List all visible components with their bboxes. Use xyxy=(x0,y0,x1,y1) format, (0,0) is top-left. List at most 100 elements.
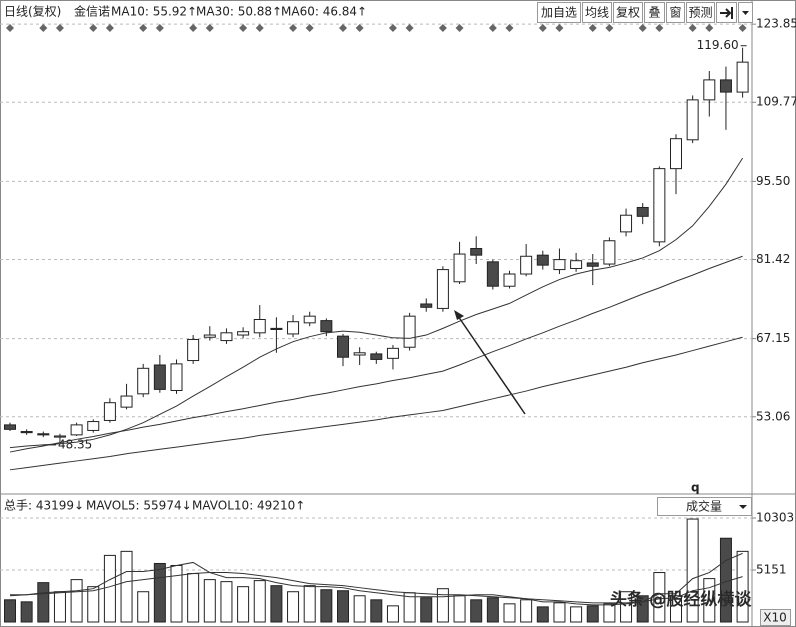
volume-bar xyxy=(520,599,533,623)
y-tick-label: 53.06 xyxy=(756,409,790,423)
event-diamond xyxy=(438,24,447,32)
candle-body xyxy=(570,260,583,269)
candle-body xyxy=(736,61,749,93)
volume-bar xyxy=(536,606,549,623)
candle-body xyxy=(37,433,50,436)
button[interactable] xyxy=(666,2,685,23)
event-diamond xyxy=(588,24,597,32)
volume-bar xyxy=(53,591,66,623)
candle-body xyxy=(553,259,566,271)
candle-body xyxy=(287,321,300,335)
volume-bar xyxy=(620,591,633,623)
volume-bar xyxy=(636,595,649,623)
y-tick-label: 67.15 xyxy=(756,331,790,345)
button[interactable] xyxy=(582,2,612,23)
candle-body xyxy=(337,335,349,358)
button-label[interactable]: 窗 xyxy=(669,6,681,20)
candle-body xyxy=(386,347,399,359)
event-diamond xyxy=(455,24,464,32)
period: 日线(复权) xyxy=(4,5,61,19)
candle-body xyxy=(586,262,599,267)
volume-bar xyxy=(370,599,383,623)
candle-body xyxy=(20,431,33,434)
volume-total: 总手: 43199↓ xyxy=(4,499,84,513)
average-line xyxy=(9,157,744,449)
arrow-head xyxy=(454,310,464,320)
candle-body xyxy=(303,315,316,324)
candle-body xyxy=(137,367,150,395)
volume-bar xyxy=(287,591,300,623)
selector-label[interactable]: 成交量 xyxy=(686,499,722,514)
average-line xyxy=(9,255,743,453)
zoom[interactable]: X10 xyxy=(763,611,787,625)
selector[interactable] xyxy=(657,497,752,516)
button[interactable] xyxy=(613,2,643,23)
button-label[interactable]: 预测 xyxy=(688,6,712,20)
button[interactable] xyxy=(644,2,665,23)
candle-body xyxy=(237,331,250,336)
button-label[interactable]: 复权 xyxy=(616,6,640,20)
event-diamond xyxy=(638,24,647,32)
button[interactable] xyxy=(537,2,581,23)
event-diamond xyxy=(205,24,214,32)
candle-body xyxy=(719,79,732,93)
average-line xyxy=(9,552,743,606)
volume-bar xyxy=(503,603,516,623)
volume-bar xyxy=(70,579,83,623)
volume-bar xyxy=(686,518,699,623)
stock-name: 金信诺 xyxy=(74,4,110,19)
volume-bar xyxy=(337,590,349,623)
event-diamond xyxy=(405,24,414,32)
event-diamond xyxy=(688,24,697,32)
volume-bar xyxy=(153,562,166,623)
volume-bar xyxy=(187,573,200,623)
watermark: 头条 @股经纵横谈 xyxy=(610,590,751,610)
event-diamond xyxy=(488,24,497,32)
volume-bar xyxy=(87,586,100,623)
event-diamond xyxy=(538,24,547,32)
candle-body xyxy=(187,338,200,362)
candle-body xyxy=(603,240,616,265)
volume-bar xyxy=(20,601,33,623)
event-diamond xyxy=(305,24,314,32)
end-icon xyxy=(720,7,733,19)
candle-body xyxy=(170,363,183,391)
event-diamond xyxy=(705,24,714,32)
event-diamond xyxy=(255,24,264,32)
volume-bar xyxy=(303,585,316,623)
y-tick-label: 123.85 xyxy=(756,17,796,31)
candle-body xyxy=(453,253,466,283)
volume-bar xyxy=(586,605,599,623)
event-diamond xyxy=(505,24,514,32)
button-label[interactable]: 叠 xyxy=(648,6,660,20)
volume-bar xyxy=(253,580,266,623)
candle-body xyxy=(653,168,666,243)
candle-body xyxy=(486,261,499,287)
button-label[interactable]: 均线 xyxy=(585,6,609,20)
volume-bar xyxy=(237,586,250,623)
volume-bar xyxy=(386,605,399,623)
marker: q xyxy=(691,481,700,495)
button[interactable] xyxy=(686,2,715,23)
y-tick-label: 10303 xyxy=(756,511,794,525)
y-tick-label: 95.50 xyxy=(756,174,790,188)
volume-bar xyxy=(120,550,133,623)
zoom-box[interactable] xyxy=(760,609,791,626)
volume-bar xyxy=(436,588,449,623)
candle-body xyxy=(70,424,83,436)
button-label[interactable]: 加自选 xyxy=(541,6,577,20)
event-diamond xyxy=(189,24,198,32)
event-diamond xyxy=(738,24,747,32)
volume-bar xyxy=(453,595,466,623)
candle-body xyxy=(670,138,682,170)
event-diamond xyxy=(55,24,64,32)
candle-body xyxy=(53,435,66,438)
candle-body xyxy=(220,332,233,342)
candle-body xyxy=(536,254,549,266)
indicator: MA30: 50.88↑ xyxy=(196,5,282,19)
volume-bar xyxy=(486,597,499,623)
candle-body xyxy=(320,320,333,333)
candle-body xyxy=(420,303,433,308)
